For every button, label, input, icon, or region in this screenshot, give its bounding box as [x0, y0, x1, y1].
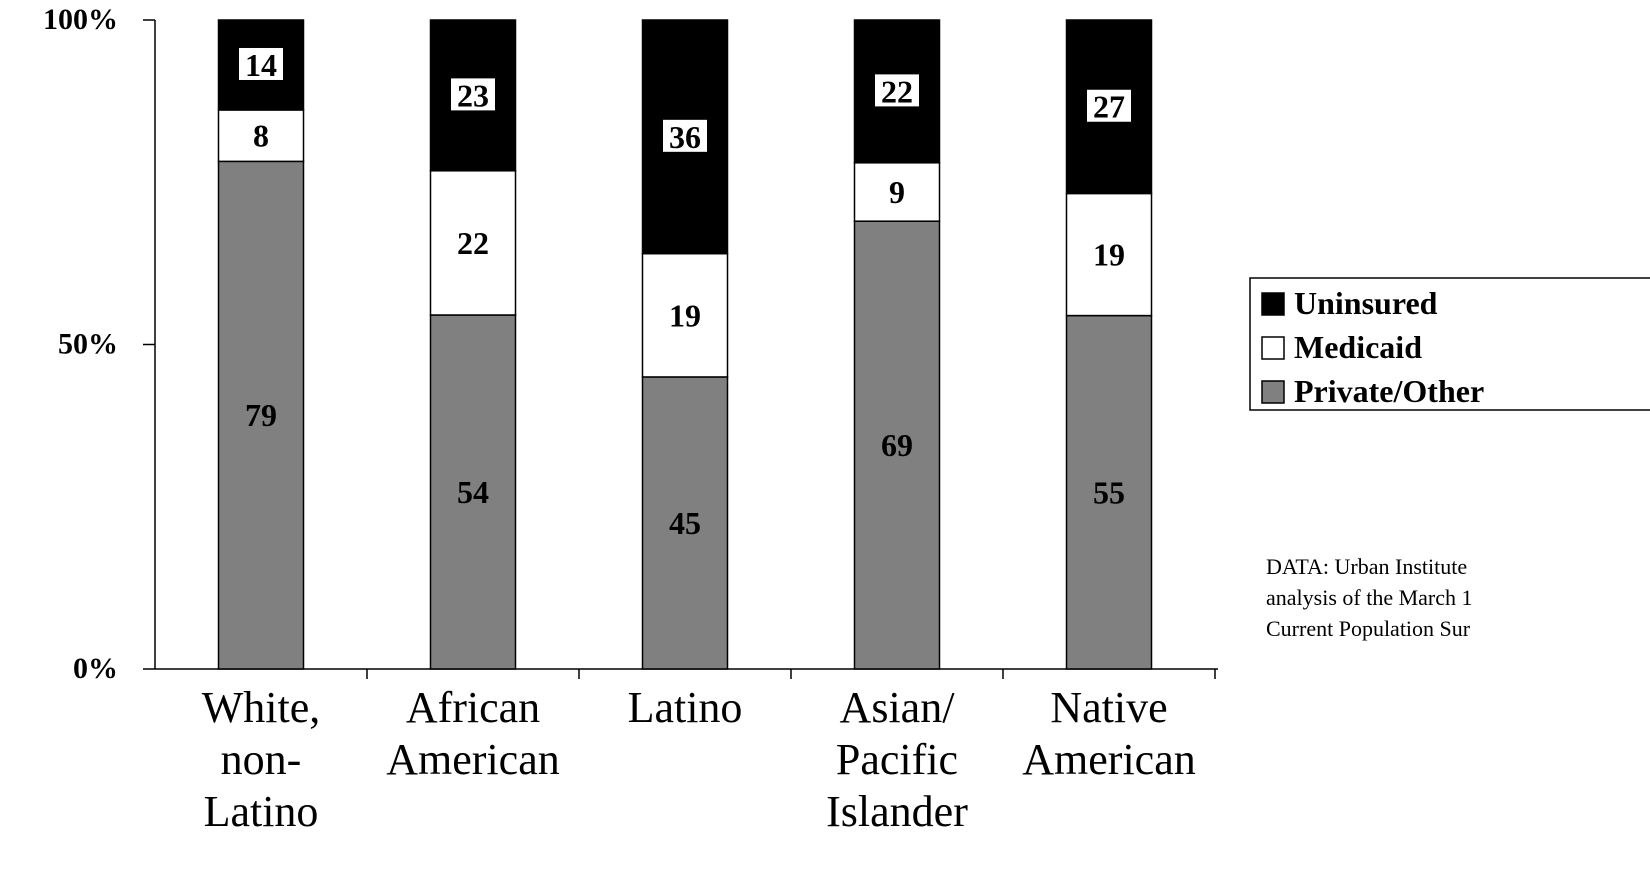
bar-segment-medicaid	[429, 170, 517, 316]
y-tick-label: 100%	[43, 3, 118, 36]
data-label-box	[663, 119, 707, 152]
x-tick-label: American	[386, 735, 559, 784]
x-tick-label: Native	[1050, 683, 1167, 732]
source-note: DATA: Urban Institute	[1266, 554, 1467, 579]
data-label: 9	[889, 174, 905, 210]
data-label: 8	[253, 118, 269, 154]
bar-segment-private-other	[429, 314, 517, 670]
data-label-box	[1087, 89, 1131, 122]
data-label-box	[239, 47, 283, 80]
data-label: 79	[245, 397, 277, 433]
x-tick-label: Latino	[204, 787, 319, 836]
y-tick-label: 0%	[73, 652, 118, 685]
data-label: 19	[669, 297, 701, 333]
data-label: 14	[245, 47, 277, 83]
data-label-box	[451, 78, 495, 111]
x-tick-label: African	[406, 683, 540, 732]
data-label: 27	[1093, 89, 1125, 125]
data-label: 22	[881, 73, 913, 109]
source-note: analysis of the March 1	[1266, 585, 1473, 610]
bar-segment-medicaid	[641, 252, 729, 378]
legend-label: Private/Other	[1294, 373, 1484, 409]
data-label: 69	[881, 427, 913, 463]
x-tick-label: American	[1022, 735, 1195, 784]
data-label: 55	[1093, 474, 1125, 510]
x-tick-label: non-	[221, 735, 302, 784]
x-tick-label: Asian/	[840, 683, 956, 732]
data-label: 23	[457, 77, 489, 113]
legend-swatch	[1261, 380, 1285, 404]
x-tick-label: Pacific	[836, 735, 958, 784]
data-label: 36	[669, 119, 701, 155]
bar-segment-medicaid	[1065, 192, 1153, 317]
data-label: 22	[457, 225, 489, 261]
bar-segment-private-other	[641, 376, 729, 670]
x-tick-label: Latino	[628, 683, 743, 732]
bar-segment-private-other	[1065, 314, 1153, 670]
data-label: 54	[457, 474, 489, 510]
data-label: 19	[1093, 237, 1125, 273]
legend-label: Medicaid	[1294, 329, 1422, 365]
bar-segment-private-other	[853, 220, 941, 670]
legend-label: Uninsured	[1294, 285, 1438, 321]
data-label: 45	[669, 505, 701, 541]
legend-swatch	[1261, 336, 1285, 360]
x-tick-label: White,	[202, 683, 321, 732]
x-tick-label: Islander	[826, 787, 968, 836]
source-note: Current Population Sur	[1266, 616, 1471, 641]
data-label-box	[875, 74, 919, 107]
legend	[1249, 277, 1650, 411]
y-tick-label: 50%	[58, 328, 118, 361]
bar-segment-medicaid	[853, 162, 941, 222]
legend-swatch	[1261, 292, 1285, 316]
